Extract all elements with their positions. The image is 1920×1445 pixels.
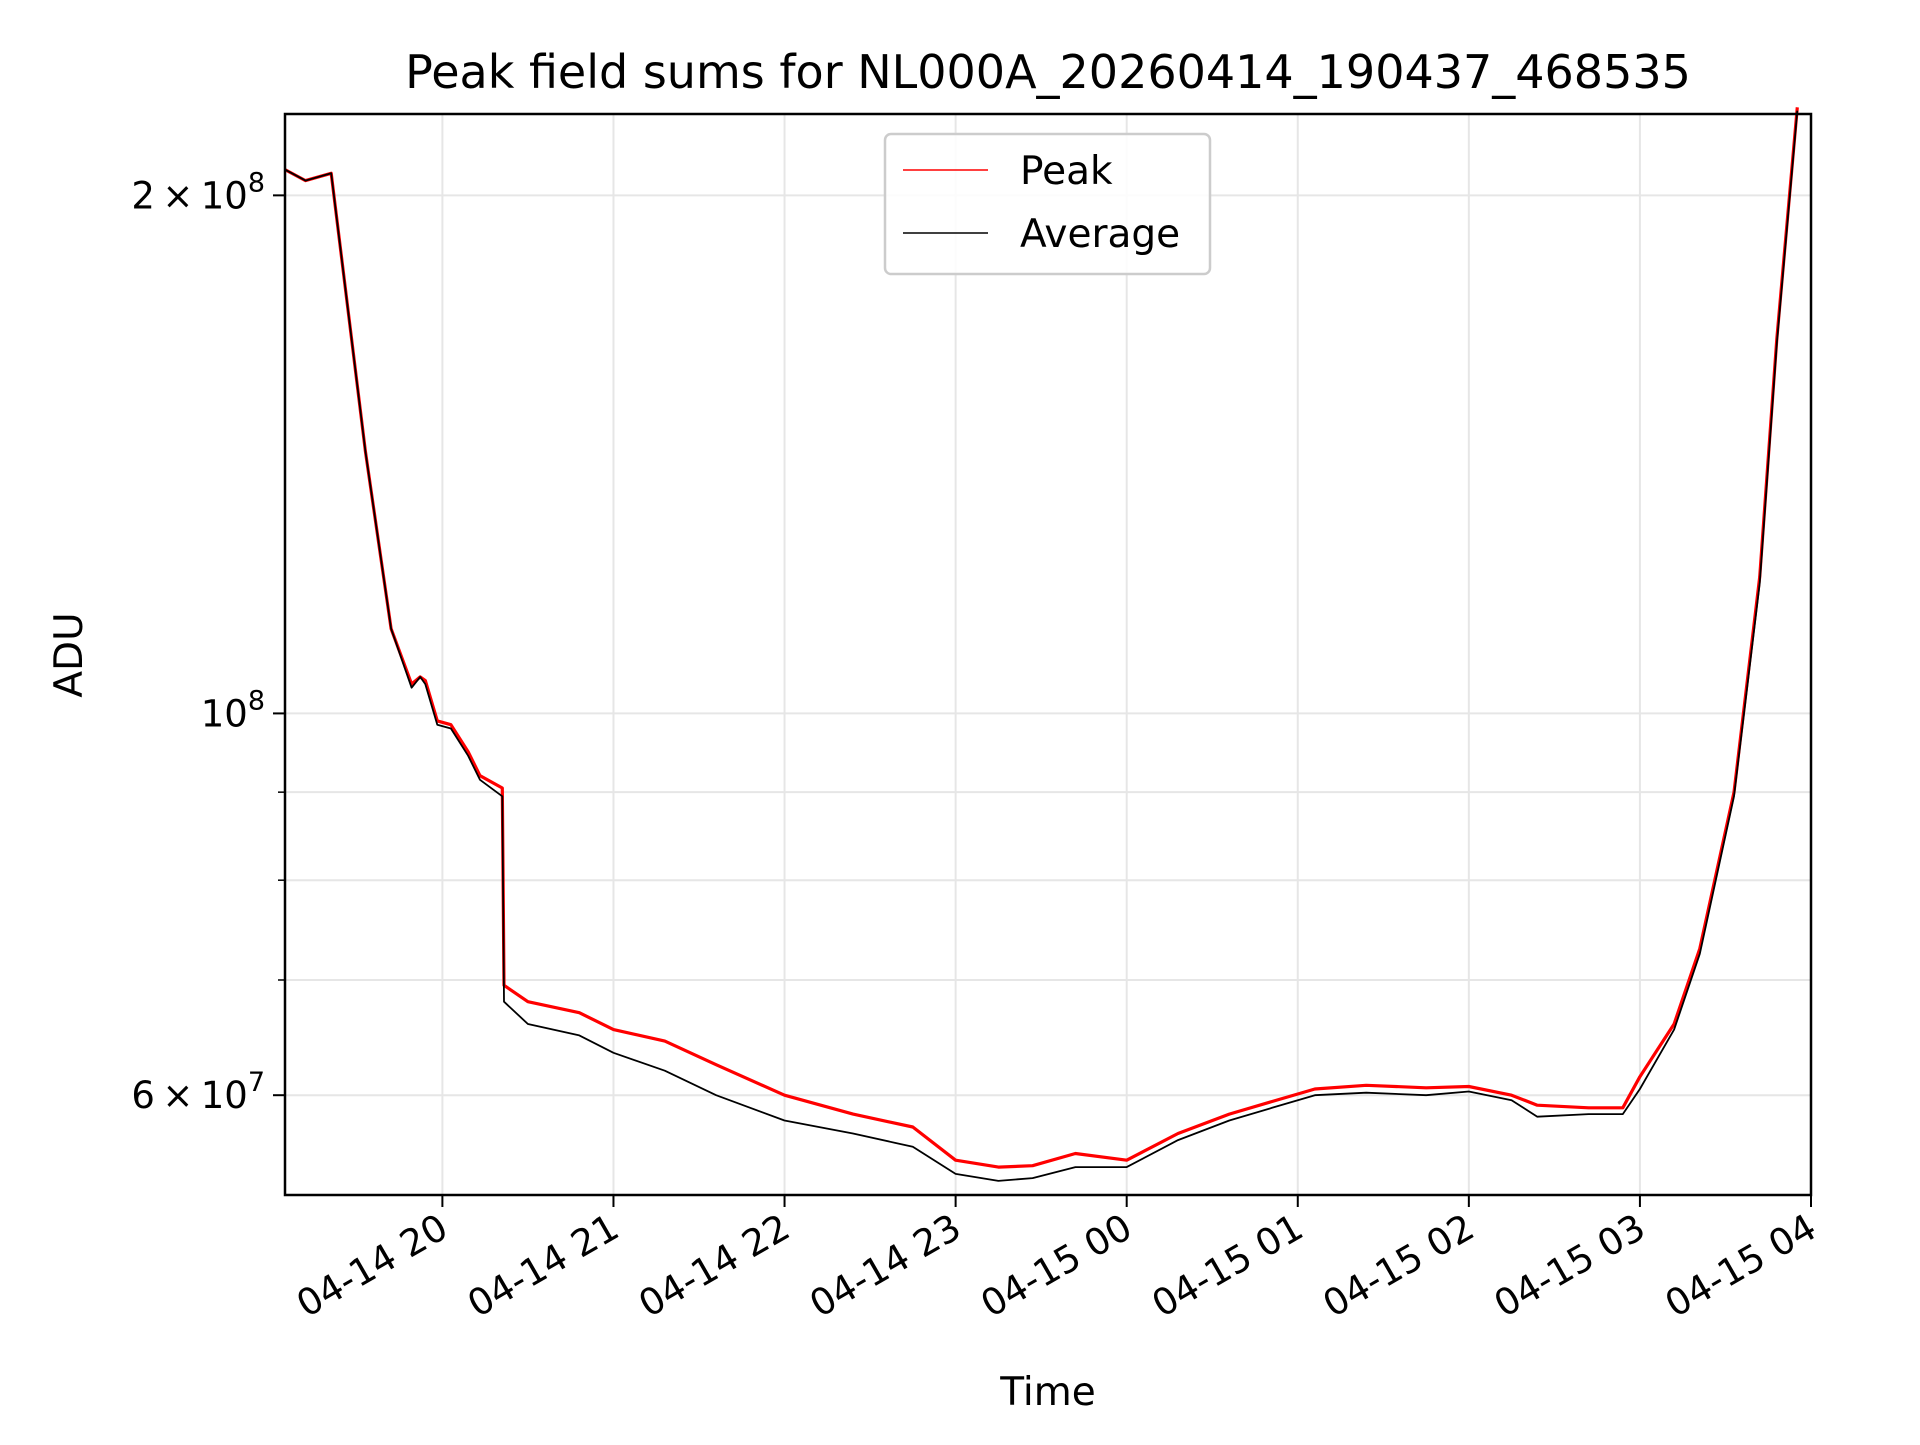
y-tick-label: 108 [201, 685, 265, 735]
legend-label-peak: Peak [1020, 149, 1113, 194]
y-tick-label: 2 × 108 [131, 167, 265, 217]
legend-label-average: Average [1020, 212, 1180, 257]
series-line-peak [284, 107, 1799, 1169]
y-tick-label: 6 × 107 [131, 1067, 265, 1117]
legend: Peak Average [883, 132, 1212, 276]
axes-frame [283, 112, 1813, 1197]
series-line-average [284, 110, 1799, 1182]
legend-box [883, 132, 1212, 276]
x-axis-label: Time [999, 1370, 1095, 1415]
chart-title: Peak field sums for NL000A_20260414_1904… [405, 45, 1691, 99]
y-axis-label: ADU [47, 612, 92, 697]
lines-layer [284, 107, 1799, 1182]
